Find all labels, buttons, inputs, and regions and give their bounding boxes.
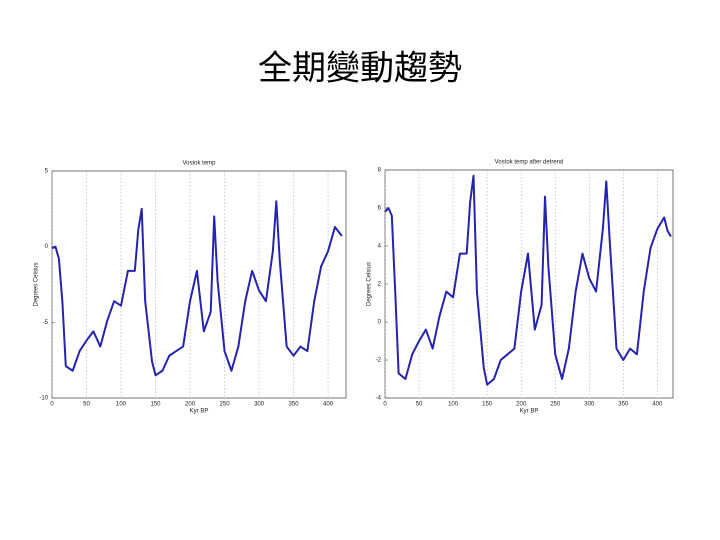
y-tick-label: 5 <box>45 169 49 175</box>
x-tick-label: 50 <box>83 402 90 408</box>
x-tick-label: 200 <box>185 402 196 408</box>
x-axis-label: Kyr BP <box>190 409 209 415</box>
x-tick-label: 150 <box>482 402 493 408</box>
line-series <box>51 200 343 377</box>
y-tick-label: -4 <box>376 396 382 402</box>
y-tick-label: -5 <box>43 320 49 326</box>
chart-title: Vostok temp <box>182 161 216 167</box>
line-series <box>384 174 672 386</box>
x-tick-label: 200 <box>516 402 527 408</box>
y-tick-label: 0 <box>45 244 49 250</box>
slide-title: 全期變動趨勢 <box>258 49 462 89</box>
x-tick-label: 400 <box>652 402 663 408</box>
y-tick-label: 6 <box>378 206 382 212</box>
x-tick-label: 150 <box>151 402 162 408</box>
y-tick-label: 4 <box>378 244 382 250</box>
x-tick-label: 100 <box>448 402 459 408</box>
y-tick-label: -10 <box>39 396 48 402</box>
chart: 0 50 100 150 200 250 300 350 400 -10 -5 0 5 Vostok te… <box>34 161 347 415</box>
x-tick-label: 300 <box>584 402 595 408</box>
y-tick-label: 0 <box>378 320 382 326</box>
x-tick-label: 0 <box>50 402 54 408</box>
x-tick-label: 400 <box>323 402 334 408</box>
x-tick-label: 350 <box>618 402 629 408</box>
x-tick-label: 250 <box>550 402 561 408</box>
x-tick-label: 350 <box>289 402 300 408</box>
plot-area <box>384 169 674 399</box>
y-axis-label: Degrees Celsius <box>34 262 40 306</box>
chart: 0 50 100 150 200 250 300 350 400 -4 -2 0 2 4 6 8 Vostok … <box>367 160 674 415</box>
y-tick-label: 8 <box>378 168 382 174</box>
x-tick-label: 300 <box>254 402 265 408</box>
y-tick-label: 2 <box>378 282 382 288</box>
x-tick-label: 50 <box>416 402 423 408</box>
chart-title: Vostok temp after detrend <box>495 160 564 166</box>
x-axis-label: Kyr BP <box>520 409 539 415</box>
y-axis-label: Degrees Celsius <box>367 262 373 306</box>
x-tick-label: 100 <box>116 402 127 408</box>
y-tick-label: -2 <box>376 358 382 364</box>
x-tick-label: 250 <box>220 402 231 408</box>
x-tick-label: 0 <box>383 402 387 408</box>
